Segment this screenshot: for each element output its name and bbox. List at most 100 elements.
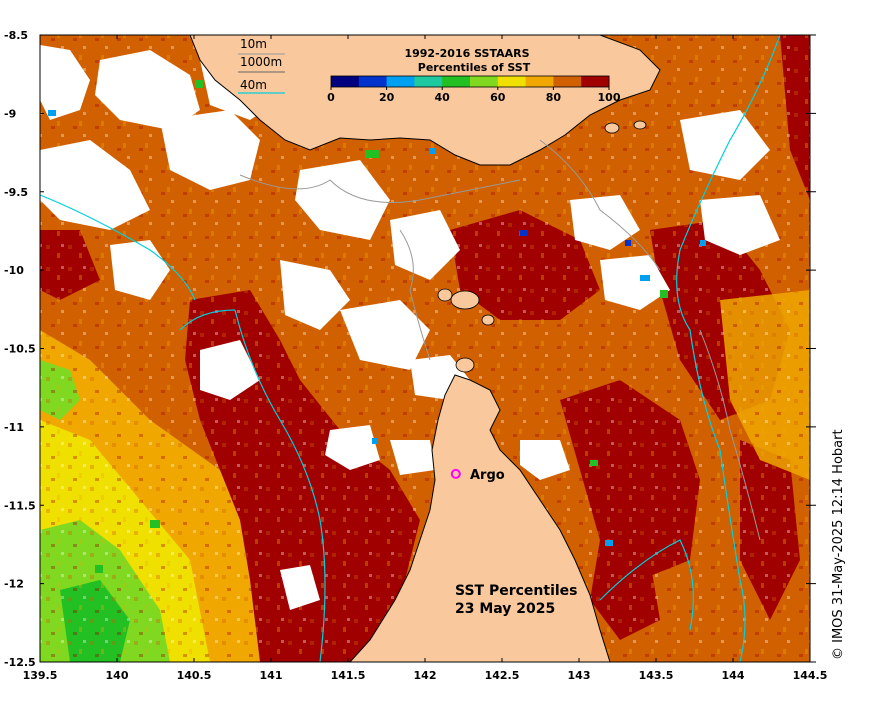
cloud-patch-17 bbox=[680, 110, 770, 180]
argo-marker-icon[interactable] bbox=[450, 468, 461, 479]
cloud-patch-1 bbox=[40, 45, 90, 120]
lon-tick-label: 143.5 bbox=[639, 669, 674, 682]
cloud-patch-18 bbox=[700, 195, 780, 255]
island bbox=[633, 120, 647, 130]
depth-legend-40m: 40m bbox=[240, 78, 267, 92]
low-pixel bbox=[520, 230, 528, 236]
colorbar-tick-label: 60 bbox=[490, 91, 506, 104]
contour-10m bbox=[399, 229, 431, 361]
colorbar-swatches bbox=[330, 75, 610, 88]
lon-tick-label: 140.5 bbox=[177, 669, 212, 682]
colorbar-swatch bbox=[470, 76, 499, 87]
low-pixel bbox=[195, 80, 203, 88]
low-pixel bbox=[150, 520, 160, 528]
colorbar-tick-label: 0 bbox=[327, 91, 335, 104]
low-pixel bbox=[365, 150, 379, 158]
cloud-patch-8 bbox=[390, 210, 460, 280]
longitude-axis: 139.5 140 140.5 141 141.5 142 142.5 143 143.5 144… bbox=[23, 35, 827, 682]
cloud-patch-3 bbox=[40, 140, 150, 230]
low-pixel bbox=[48, 110, 56, 116]
lat-tick-label: -9.5 bbox=[4, 186, 28, 199]
low-pixel bbox=[700, 240, 706, 246]
contour-40m bbox=[599, 539, 694, 631]
low-pixel bbox=[372, 438, 378, 444]
imos-credit: © IMOS 31-May-2025 12:14 Hobart bbox=[831, 429, 846, 660]
argo-marker[interactable]: Argo bbox=[450, 468, 505, 483]
argo-label: Argo bbox=[470, 468, 505, 483]
latitude-axis: -8.5 -9 -9.5 -10 -10.5 -11 -11.5 -12 -12.5 bbox=[4, 29, 816, 669]
cloud-patch-9 bbox=[280, 260, 350, 330]
contour-10m bbox=[239, 174, 521, 203]
colorbar-swatch bbox=[386, 76, 415, 87]
lat-tick-label: -10.5 bbox=[4, 343, 36, 356]
low-pixel bbox=[605, 540, 613, 546]
lat-tick-label: -9 bbox=[4, 107, 16, 120]
colorbar-tick-label: 100 bbox=[598, 91, 621, 104]
map-title-line2: 23 May 2025 bbox=[455, 601, 555, 617]
contour-40m bbox=[234, 309, 326, 662]
colorbar-tick-label: 40 bbox=[435, 91, 451, 104]
colorbar-swatch bbox=[358, 76, 388, 87]
colorbar-swatch bbox=[497, 76, 527, 87]
lat-tick-label: -12 bbox=[4, 578, 24, 591]
colorbar-frame bbox=[330, 75, 610, 88]
island bbox=[481, 314, 495, 326]
cloud-patch-11 bbox=[200, 340, 260, 400]
map-layers bbox=[40, 35, 810, 662]
colorbar-title-2: Percentiles of SST bbox=[418, 61, 531, 74]
cloud-patch-16 bbox=[600, 255, 670, 310]
cloud-patch-6 bbox=[110, 240, 170, 300]
colorbar-swatch bbox=[553, 76, 582, 87]
depth-legend-10m: 10m bbox=[240, 37, 267, 51]
colorbar-title-1: 1992-2016 SSTAARS bbox=[404, 47, 529, 60]
low-pixel bbox=[95, 565, 103, 573]
cloud-patch-21 bbox=[280, 565, 320, 610]
colorbar-swatch bbox=[331, 76, 360, 87]
lat-tick-label: -12.5 bbox=[4, 656, 36, 669]
land-cape-york bbox=[349, 374, 611, 662]
contour-10m bbox=[699, 329, 761, 541]
colorbar-swatch bbox=[414, 76, 443, 87]
contour-10m bbox=[539, 139, 661, 271]
lat-tick-label: -10 bbox=[4, 264, 24, 277]
cloud-patch-13 bbox=[325, 425, 380, 470]
colorbar-swatch bbox=[525, 76, 554, 87]
lat-tick-label: -11 bbox=[4, 421, 24, 434]
contour-40m bbox=[40, 194, 196, 301]
lon-tick-label: 142.5 bbox=[485, 669, 520, 682]
lat-tick-label: -8.5 bbox=[4, 29, 28, 42]
island bbox=[455, 357, 475, 373]
colorbar-swatch bbox=[442, 76, 471, 87]
cloud-patch-14 bbox=[390, 440, 435, 475]
island bbox=[604, 122, 620, 134]
lon-tick-label: 144 bbox=[722, 669, 745, 682]
low-pixel bbox=[590, 460, 598, 466]
map-title-line1: SST Percentiles bbox=[455, 583, 578, 599]
cloud-patch-10 bbox=[340, 300, 430, 370]
colorbar-tick-label: 20 bbox=[379, 91, 395, 104]
contour-40m bbox=[676, 35, 781, 662]
lat-tick-label: -11.5 bbox=[4, 499, 36, 512]
colorbar: 1992-2016 SSTAARS Percentiles of SST 0 20… bbox=[327, 47, 621, 104]
low-pixel bbox=[640, 275, 650, 281]
colorbar-tick-label: 80 bbox=[546, 91, 562, 104]
island bbox=[450, 290, 480, 310]
low-pixel bbox=[430, 148, 436, 154]
cloud-patch-15 bbox=[570, 195, 640, 250]
cloud-patch-2 bbox=[95, 50, 200, 130]
low-pixel bbox=[660, 290, 668, 298]
land-new-guinea bbox=[189, 35, 661, 166]
lon-tick-label: 140 bbox=[106, 669, 129, 682]
island bbox=[437, 288, 453, 302]
contour-40m bbox=[179, 309, 236, 331]
colorbar-swatch bbox=[581, 76, 610, 87]
cloud-patch-20 bbox=[520, 440, 570, 480]
lon-tick-label: 142 bbox=[414, 669, 437, 682]
lon-tick-label: 141.5 bbox=[331, 669, 366, 682]
colorbar-ticks: 0 20 40 60 80 100 bbox=[327, 87, 621, 104]
depth-legend: 10m 1000m 40m bbox=[238, 37, 285, 94]
cloud-patch-7 bbox=[295, 160, 390, 240]
lon-tick-label: 141 bbox=[260, 669, 283, 682]
low-pixel bbox=[625, 240, 631, 246]
